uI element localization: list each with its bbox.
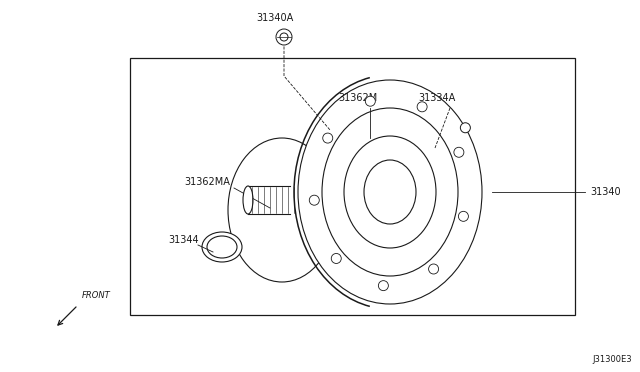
Ellipse shape bbox=[364, 160, 416, 224]
Text: 31362MA: 31362MA bbox=[184, 177, 230, 187]
Ellipse shape bbox=[243, 186, 253, 214]
Circle shape bbox=[417, 102, 427, 112]
Bar bbox=[130, 58, 575, 315]
Text: FRONT: FRONT bbox=[82, 291, 111, 300]
Ellipse shape bbox=[202, 232, 242, 262]
Circle shape bbox=[458, 211, 468, 221]
Text: J31300E3: J31300E3 bbox=[593, 355, 632, 364]
Circle shape bbox=[378, 280, 388, 291]
Circle shape bbox=[429, 264, 438, 274]
Text: 31334A: 31334A bbox=[418, 93, 455, 103]
Circle shape bbox=[460, 123, 470, 133]
Ellipse shape bbox=[322, 108, 458, 276]
Circle shape bbox=[309, 195, 319, 205]
Ellipse shape bbox=[298, 80, 482, 304]
Text: 31362M: 31362M bbox=[338, 93, 377, 103]
Ellipse shape bbox=[344, 136, 436, 248]
Ellipse shape bbox=[207, 236, 237, 258]
Circle shape bbox=[332, 253, 341, 263]
Text: 31340: 31340 bbox=[590, 187, 621, 197]
Ellipse shape bbox=[228, 138, 336, 282]
Text: 31340A: 31340A bbox=[256, 13, 293, 23]
Circle shape bbox=[454, 147, 464, 157]
Circle shape bbox=[365, 96, 375, 106]
Circle shape bbox=[280, 33, 288, 41]
Circle shape bbox=[276, 29, 292, 45]
Circle shape bbox=[323, 133, 333, 143]
Text: 31344: 31344 bbox=[168, 235, 198, 245]
